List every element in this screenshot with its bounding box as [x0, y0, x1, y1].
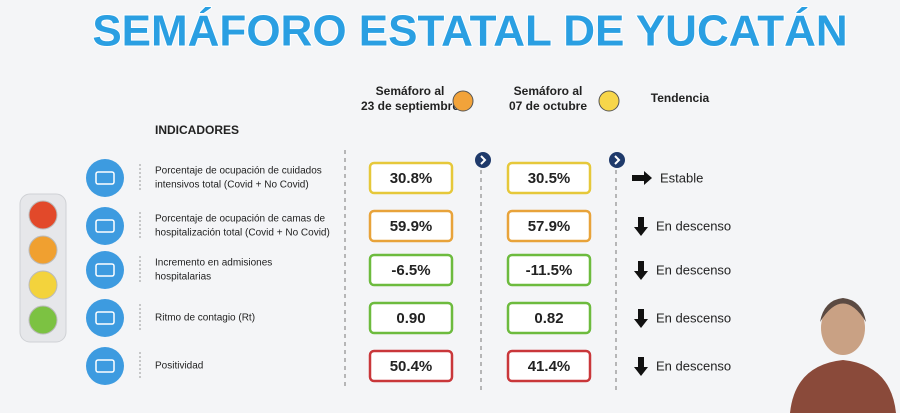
value: -11.5%: [526, 262, 573, 279]
trend-arrow: [634, 309, 648, 328]
value: 57.9%: [528, 218, 571, 235]
light: [28, 200, 58, 230]
value: 59.9%: [390, 218, 433, 235]
status-dot: [598, 90, 620, 112]
value: 41.4%: [528, 358, 571, 375]
trend: En descenso: [656, 310, 731, 325]
value-box: [368, 349, 454, 383]
icon-glyph: [95, 219, 115, 233]
light: [28, 235, 58, 265]
value: 0.90: [396, 310, 425, 327]
value-box: [368, 301, 454, 335]
trend: En descenso: [656, 358, 731, 373]
value: 50.4%: [390, 358, 433, 375]
traffic-light: [19, 193, 67, 343]
value-box: [368, 209, 454, 243]
value-box: [368, 253, 454, 287]
indicator-icon: [86, 207, 124, 245]
indicator-icon: [86, 159, 124, 197]
trend-header: Tendencia: [651, 91, 710, 105]
indicator-icon: [86, 299, 124, 337]
column-header: Semáforo al: [376, 84, 445, 98]
column-header: 07 de octubre: [509, 99, 587, 113]
title: SEMÁFORO ESTATAL DE YUCATÁN: [92, 6, 847, 56]
value-box: [506, 161, 592, 195]
column-header: Semáforo al: [514, 84, 583, 98]
indicator-label: Incremento en admisiones: [155, 258, 272, 269]
indicator-label: hospitalarias: [155, 272, 211, 283]
chevron-icon: [614, 155, 621, 165]
indicator-label: intensivos total (Covid + No Covid): [155, 180, 309, 191]
value: -6.5%: [391, 262, 430, 279]
trend: Estable: [660, 170, 703, 185]
presenter: [770, 290, 900, 413]
value: 30.5%: [528, 170, 571, 187]
indicators-header: INDICADORES: [155, 123, 239, 137]
value-box: [368, 161, 454, 195]
trend-arrow: [634, 261, 648, 280]
status-dot: [452, 90, 474, 112]
value-box: [506, 209, 592, 243]
light: [28, 305, 58, 335]
chevron-icon: [475, 152, 491, 168]
chevron-icon: [609, 152, 625, 168]
trend: En descenso: [656, 218, 731, 233]
chevron-icon: [480, 155, 487, 165]
indicator-label: Ritmo de contagio (Rt): [155, 313, 255, 324]
indicator-label: Porcentaje de ocupación de cuidados: [155, 166, 322, 177]
value: 0.82: [534, 310, 563, 327]
trend: En descenso: [656, 262, 731, 277]
value: 30.8%: [390, 170, 433, 187]
icon-glyph: [95, 171, 115, 185]
value-box: [506, 301, 592, 335]
icon-glyph: [95, 311, 115, 325]
indicator-label: hospitalización total (Covid + No Covid): [155, 228, 330, 239]
indicator-icon: [86, 251, 124, 289]
icon-glyph: [95, 359, 115, 373]
trend-arrow: [634, 357, 648, 376]
column-header: 23 de septiembre: [361, 99, 459, 113]
trend-arrow: [634, 217, 648, 236]
light: [28, 270, 58, 300]
trend-arrow: [632, 171, 652, 185]
value-box: [506, 253, 592, 287]
indicator-label: Positividad: [155, 361, 203, 372]
indicator-icon: [86, 347, 124, 385]
indicator-label: Porcentaje de ocupación de camas de: [155, 214, 326, 225]
value-box: [506, 349, 592, 383]
icon-glyph: [95, 263, 115, 277]
